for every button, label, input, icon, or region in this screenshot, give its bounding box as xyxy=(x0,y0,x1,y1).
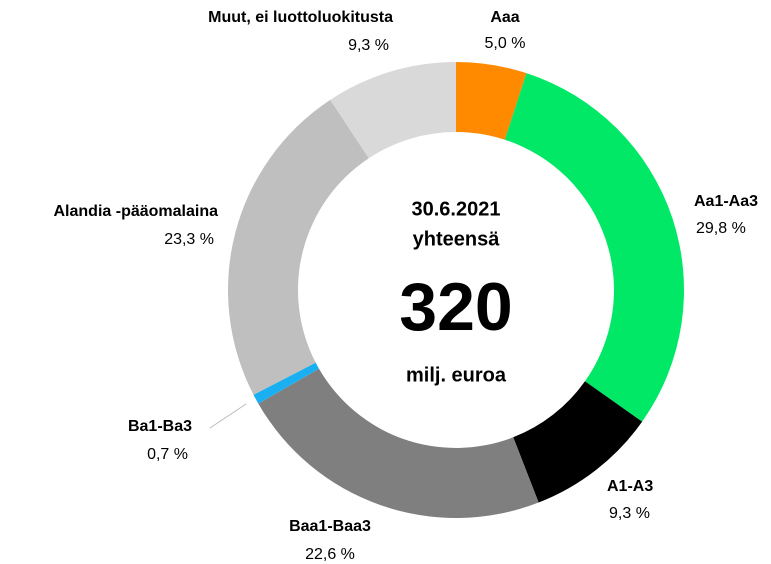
slice xyxy=(504,73,684,422)
slice xyxy=(456,62,527,140)
leader-line xyxy=(209,403,247,429)
slice xyxy=(228,99,369,395)
slice xyxy=(513,381,643,503)
slice-label: Alandia -pääomalaina xyxy=(54,203,219,220)
slice xyxy=(253,362,320,404)
slice xyxy=(258,368,539,518)
center-text: 30.6.2021 xyxy=(412,198,501,220)
value-label: 9,3 % xyxy=(609,505,650,522)
slice-label: Aaa xyxy=(490,9,519,26)
slice-label: Ba1-Ba3 xyxy=(128,418,192,435)
slice xyxy=(330,62,456,159)
slice-label: Baa1-Baa3 xyxy=(289,518,371,535)
value-label: 22,6 % xyxy=(305,546,355,563)
slice-label: Muut, ei luottoluokitusta xyxy=(208,9,393,26)
value-label: 5,0 % xyxy=(485,35,526,52)
slice-label: Aa1-Aa3 xyxy=(694,193,758,210)
center-text: 320 xyxy=(399,269,512,345)
center-text: milj. euroa xyxy=(406,364,507,386)
value-label: 9,3 % xyxy=(348,37,389,54)
value-label: 0,7 % xyxy=(147,446,188,463)
value-label: 29,8 % xyxy=(696,220,746,237)
value-label: 23,3 % xyxy=(164,231,214,248)
center-text: yhteensä xyxy=(413,228,501,250)
slice-label: A1-A3 xyxy=(607,478,653,495)
